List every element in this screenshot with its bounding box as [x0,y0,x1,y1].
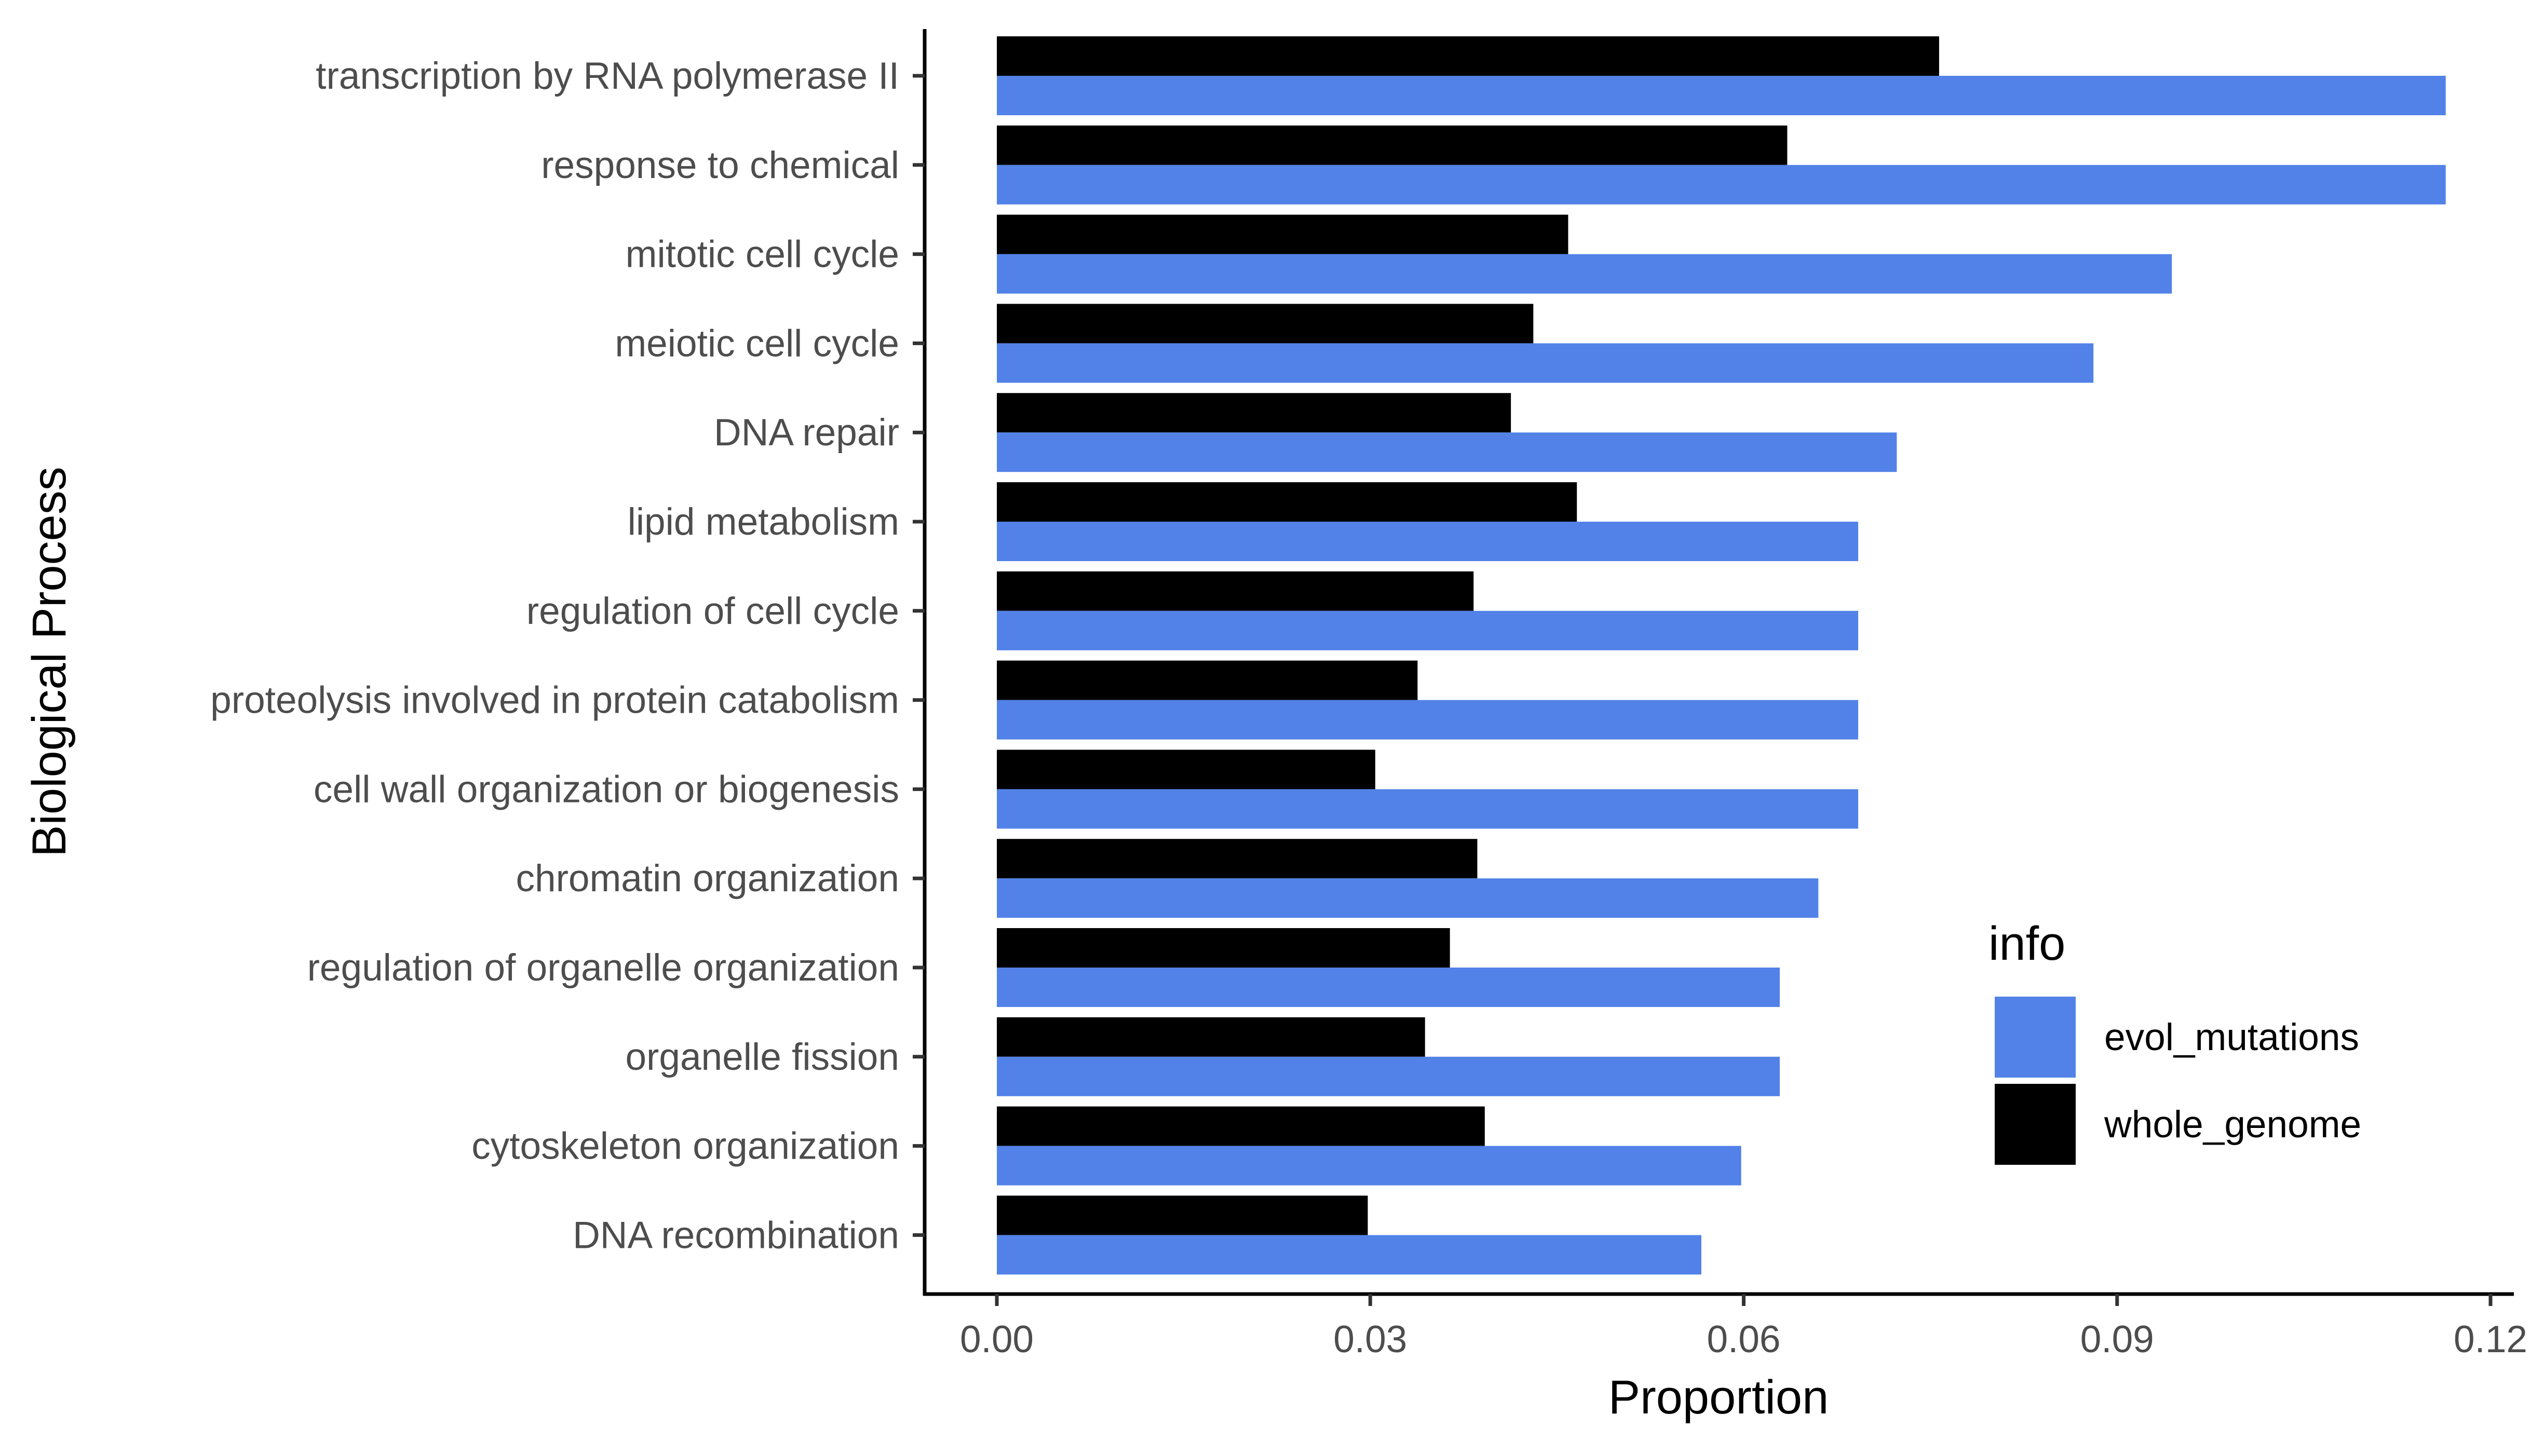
bar-evol-mutations [997,789,1859,829]
bar-whole-genome [997,214,1568,254]
y-tick-label: regulation of organelle organization [307,947,899,989]
x-tick-label: 0.06 [1707,1318,1780,1360]
bar-evol-mutations [997,878,1819,918]
bar-whole-genome [997,571,1474,611]
bar-evol-mutations [997,254,2172,294]
x-tick-label: 0.03 [1333,1318,1407,1360]
y-tick-label: cytoskeleton organization [471,1125,899,1167]
x-tick-label: 0.09 [2080,1318,2154,1360]
bar-evol-mutations [997,343,2094,383]
y-tick-label: DNA repair [714,412,899,454]
y-axis-title: Biological Process [23,467,76,857]
bar-evol-mutations [997,432,1897,472]
y-ticks: transcription by RNA polymerase II respon… [210,55,925,1256]
x-axis-title: Proportion [1608,1371,1829,1424]
y-tick-label: cell wall organization or biogenesis [314,768,899,810]
y-tick-label: mitotic cell cycle [626,234,899,276]
bar-evol-mutations [997,165,2446,205]
bar-whole-genome [997,660,1418,700]
legend: info evol_mutations whole_genome [1988,917,2361,1165]
y-tick-label: lipid metabolism [628,501,899,543]
legend-swatch [1995,1084,2076,1165]
bar-whole-genome [997,36,1939,76]
bar-whole-genome [997,304,1534,344]
legend-title: info [1988,917,2065,970]
bar-whole-genome [997,1195,1368,1235]
y-tick-label: regulation of cell cycle [526,590,899,632]
bar-evol-mutations [997,700,1859,740]
bar-whole-genome [997,1106,1485,1146]
x-ticks: 0.00 0.03 0.06 0.09 0.12 [960,1294,2527,1360]
y-tick-label: meiotic cell cycle [615,322,899,364]
legend-label: evol_mutations [2104,1016,2359,1058]
y-tick-label: response to chemical [541,144,899,186]
bar-evol-mutations [997,968,1780,1007]
bar-evol-mutations [997,1235,1701,1275]
bar-evol-mutations [997,610,1859,650]
bar-evol-mutations [997,76,2446,115]
bar-evol-mutations [997,1146,1741,1186]
bar-whole-genome [997,928,1450,968]
x-tick-label: 0.00 [960,1318,1034,1360]
y-tick-label: chromatin organization [516,858,899,900]
bar-evol-mutations [997,1056,1780,1096]
bar-whole-genome [997,839,1478,879]
bar-whole-genome [997,125,1788,165]
bar-whole-genome [997,1017,1425,1057]
bar-whole-genome [997,393,1511,433]
y-tick-label: proteolysis involved in protein cataboli… [210,679,899,722]
y-tick-label: transcription by RNA polymerase II [316,55,899,97]
bar-whole-genome [997,750,1375,790]
y-tick-label: organelle fission [625,1036,899,1078]
legend-label: whole_genome [2104,1104,2361,1146]
bars-layer [997,36,2446,1275]
legend-swatch [1995,997,2076,1078]
legend-items: evol_mutations whole_genome [1995,997,2361,1165]
x-tick-label: 0.12 [2454,1318,2527,1360]
y-tick-label: DNA recombination [573,1214,899,1256]
axes-layer [923,29,2514,1296]
bar-evol-mutations [997,522,1859,561]
bar-whole-genome [997,482,1577,522]
